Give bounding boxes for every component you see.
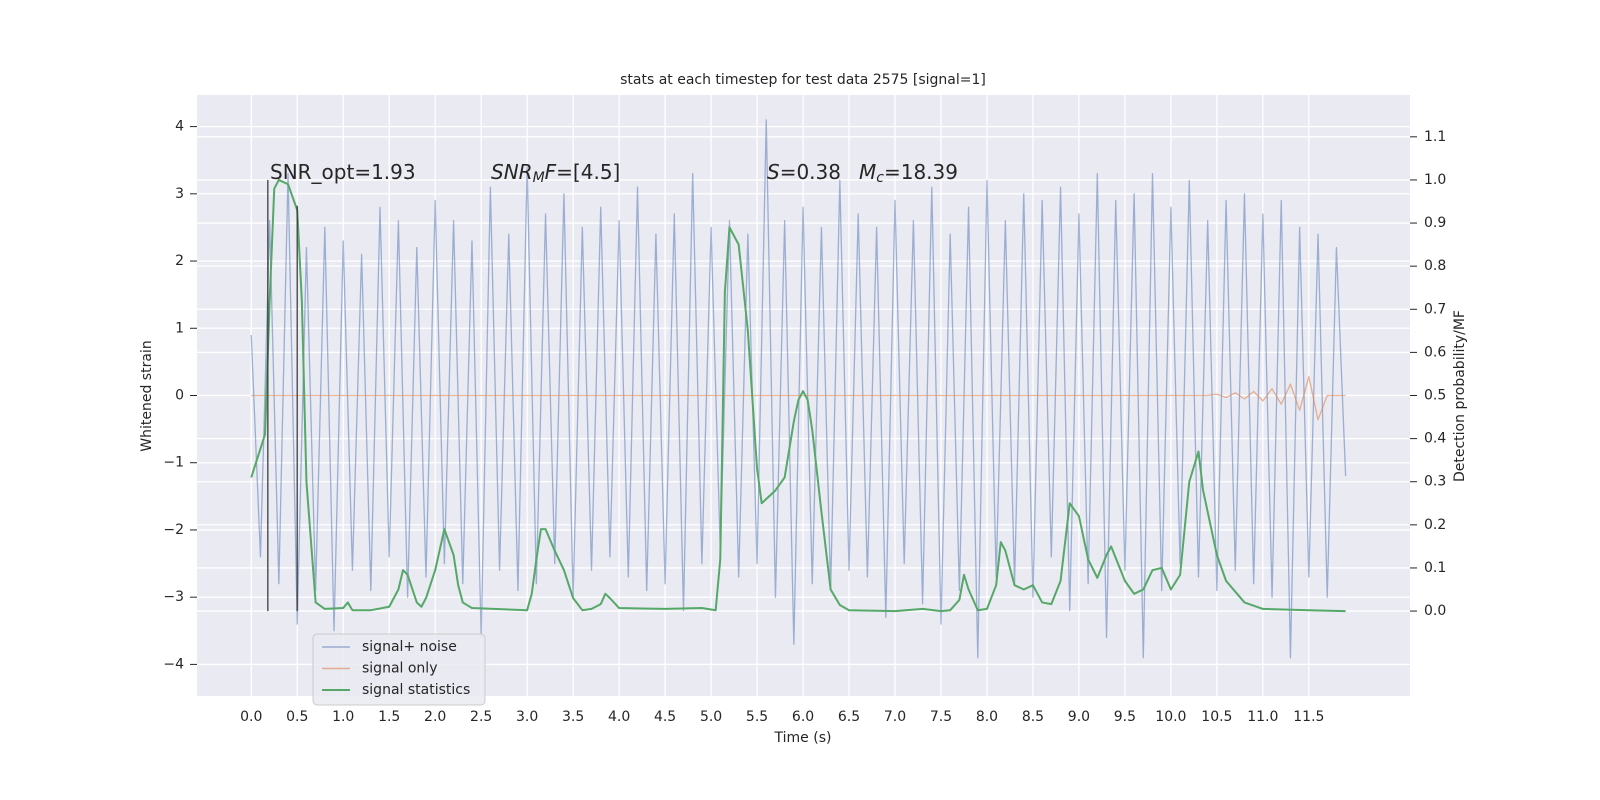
x-tick-label: 11.0 [1247, 709, 1278, 725]
x-tick-label: 10.5 [1201, 709, 1232, 725]
legend-label: signal statistics [362, 682, 470, 698]
x-tick-label: 1.5 [378, 709, 400, 725]
x-tick-label: 9.5 [1114, 709, 1136, 725]
y-tick-label: −3 [163, 589, 184, 605]
series-line [250, 178, 1346, 613]
x-tick-label: 6.5 [838, 709, 860, 725]
y2-tick-label: 0.6 [1424, 344, 1446, 360]
y2-tick-label: 0.5 [1424, 388, 1446, 404]
y2-tick-label: 0.8 [1424, 258, 1446, 274]
series-line [250, 119, 1347, 659]
x-tick-label: 8.5 [1022, 709, 1044, 725]
legend-label: signal+ noise [362, 639, 457, 655]
y-tick-label: 0 [175, 388, 184, 404]
y-tick-label: −4 [163, 656, 184, 672]
x-tick-label: 5.5 [746, 709, 768, 725]
plot-marks [250, 119, 1347, 659]
y2-tick-label: 0.0 [1424, 603, 1446, 619]
annotation-part: F [545, 160, 557, 184]
x-tick-label: 11.5 [1293, 709, 1324, 725]
annotation-part: S [767, 160, 780, 184]
annotation-part: =18.39 [884, 160, 958, 184]
annotation-part: M [533, 170, 545, 186]
y2-tick-label: 0.2 [1424, 517, 1446, 533]
y2-tick-label: 0.7 [1424, 301, 1446, 317]
x-tick-label: 6.0 [792, 709, 814, 725]
annotation-part: SNR [491, 160, 533, 184]
x-tick-label: 9.0 [1068, 709, 1090, 725]
legend-label: signal only [362, 661, 437, 677]
x-tick-label: 4.5 [654, 709, 676, 725]
y2-axis-label: Detection probability/MF [1452, 310, 1468, 482]
x-tick-label: 3.0 [516, 709, 538, 725]
y-axis-label: Whitened strain [139, 340, 155, 451]
x-tick-label: 4.0 [608, 709, 630, 725]
x-tick-label: 0.0 [240, 709, 262, 725]
annotation-part: SNR_opt=1.93 [270, 160, 416, 184]
y-tick-label: −1 [163, 455, 184, 471]
annotation: S=0.38 [767, 160, 841, 184]
y2-tick-label: 0.1 [1424, 560, 1446, 576]
y2-tick-label: 0.3 [1424, 474, 1446, 490]
annotation-part: M [859, 160, 876, 184]
x-axis-label: Time (s) [774, 730, 832, 746]
annotation-part: =0.38 [780, 160, 841, 184]
x-tick-label: 0.5 [286, 709, 308, 725]
y-tick-label: 1 [175, 320, 184, 336]
y2-tick-label: 0.9 [1424, 215, 1446, 231]
x-tick-label: 2.5 [470, 709, 492, 725]
annotation: SNR_opt=1.93 [270, 160, 416, 184]
annotation-part: c [876, 170, 884, 186]
legend: signal+ noise signal only signal statistic… [312, 633, 486, 706]
x-tick-label: 10.0 [1155, 709, 1186, 725]
series-line [251, 376, 1346, 421]
annotation-part: =[4.5] [556, 160, 620, 184]
y2-tick-label: 1.0 [1424, 172, 1446, 188]
y2-tick-label: 0.4 [1424, 431, 1446, 447]
y-tick-label: −2 [163, 522, 184, 538]
x-tick-label: 1.0 [332, 709, 354, 725]
x-tick-label: 8.0 [976, 709, 998, 725]
legend-box [312, 633, 486, 706]
y-tick-label: 3 [175, 186, 184, 202]
x-tick-label: 2.0 [424, 709, 446, 725]
y2-tick-label: 1.1 [1424, 129, 1446, 145]
annotation: Mc=18.39 [859, 160, 958, 187]
chart-title: stats at each timestep for test data 257… [620, 72, 986, 88]
x-tick-label: 7.5 [930, 709, 952, 725]
x-tick-label: 5.0 [700, 709, 722, 725]
axis-labels: stats at each timestep for test data 257… [139, 72, 1468, 746]
x-tick-label: 7.0 [884, 709, 906, 725]
y-tick-label: 2 [175, 253, 184, 269]
x-tick-label: 3.5 [562, 709, 584, 725]
annotation: SNRMF=[4.5] [491, 160, 620, 187]
y-tick-label: 4 [175, 119, 184, 135]
